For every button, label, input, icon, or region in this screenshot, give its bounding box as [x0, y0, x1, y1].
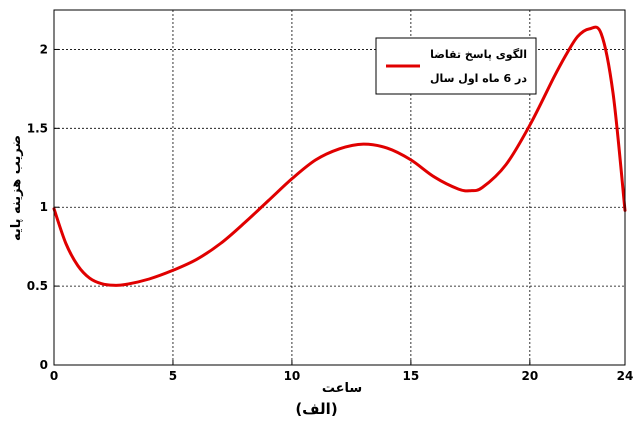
- legend: الگوی پاسخ تقاضا در 6 ماه اول سال: [375, 37, 537, 95]
- y-tick-label: 0: [40, 358, 48, 372]
- legend-label-line-1: الگوی پاسخ تقاضا: [430, 48, 527, 61]
- y-axis-label: ضریب هزینه پایه: [9, 135, 24, 241]
- figure-caption: (الف): [295, 400, 338, 418]
- y-tick-label: 1.5: [27, 121, 48, 135]
- x-axis-label: ساعت: [322, 381, 362, 396]
- legend-box: [375, 37, 537, 95]
- legend-label: الگوی پاسخ تقاضا در 6 ماه اول سال: [426, 48, 527, 85]
- series-line: [52, 25, 627, 287]
- x-tick-label: 5: [169, 369, 177, 383]
- y-tick-label: 1: [40, 200, 48, 214]
- legend-label-line-2: در 6 ماه اول سال: [430, 72, 527, 85]
- y-tick-label: 2: [40, 42, 48, 56]
- x-tick-label: 15: [403, 369, 420, 383]
- x-tick-label: 24: [617, 369, 633, 383]
- x-tick-label: 0: [50, 369, 58, 383]
- x-tick-label: 10: [284, 369, 301, 383]
- plot-frame: [53, 9, 626, 366]
- grid-lines: [54, 10, 625, 365]
- x-axis-ticks: 0 5 10 15 20 24: [50, 360, 633, 383]
- y-tick-label: 0.5: [27, 279, 48, 293]
- x-tick-label: 20: [521, 369, 538, 383]
- y-axis-ticks: 0 0.5 1 1.5 2: [27, 42, 59, 372]
